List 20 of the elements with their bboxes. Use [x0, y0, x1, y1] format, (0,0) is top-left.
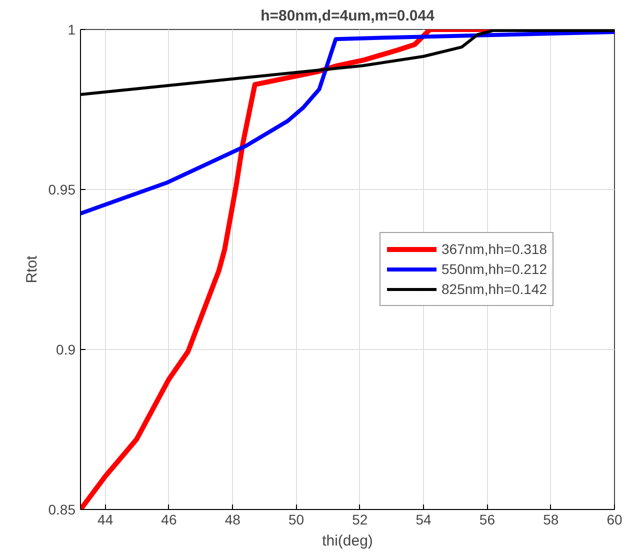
x-tick-label: 44	[98, 512, 114, 528]
x-tick-label: 48	[224, 512, 241, 528]
y-axis-title: Rtot	[23, 254, 40, 284]
y-tick-label: 0.95	[48, 182, 76, 198]
chart-title: h=80nm,d=4um,m=0.044	[260, 8, 436, 24]
x-axis-title: thi(deg)	[322, 532, 373, 550]
x-tick-label: 52	[352, 512, 368, 528]
x-tick-label: 56	[479, 512, 496, 528]
x-tick-label: 60	[606, 512, 622, 528]
x-tick-label: 58	[543, 512, 559, 528]
y-tick-label: 0.85	[48, 502, 76, 518]
legend-label: 367nm,hh=0.318	[442, 241, 547, 257]
y-tick-label: 0.9	[56, 342, 76, 358]
legend-label: 825nm,hh=0.142	[442, 281, 547, 297]
x-tick-label: 54	[416, 512, 432, 528]
y-tick-label: 1	[68, 22, 76, 38]
line-series	[80, 30, 614, 216]
legend-label: 550nm,hh=0.212	[442, 261, 547, 277]
x-tick-label: 50	[288, 512, 304, 528]
x-tick-label: 46	[161, 512, 177, 528]
